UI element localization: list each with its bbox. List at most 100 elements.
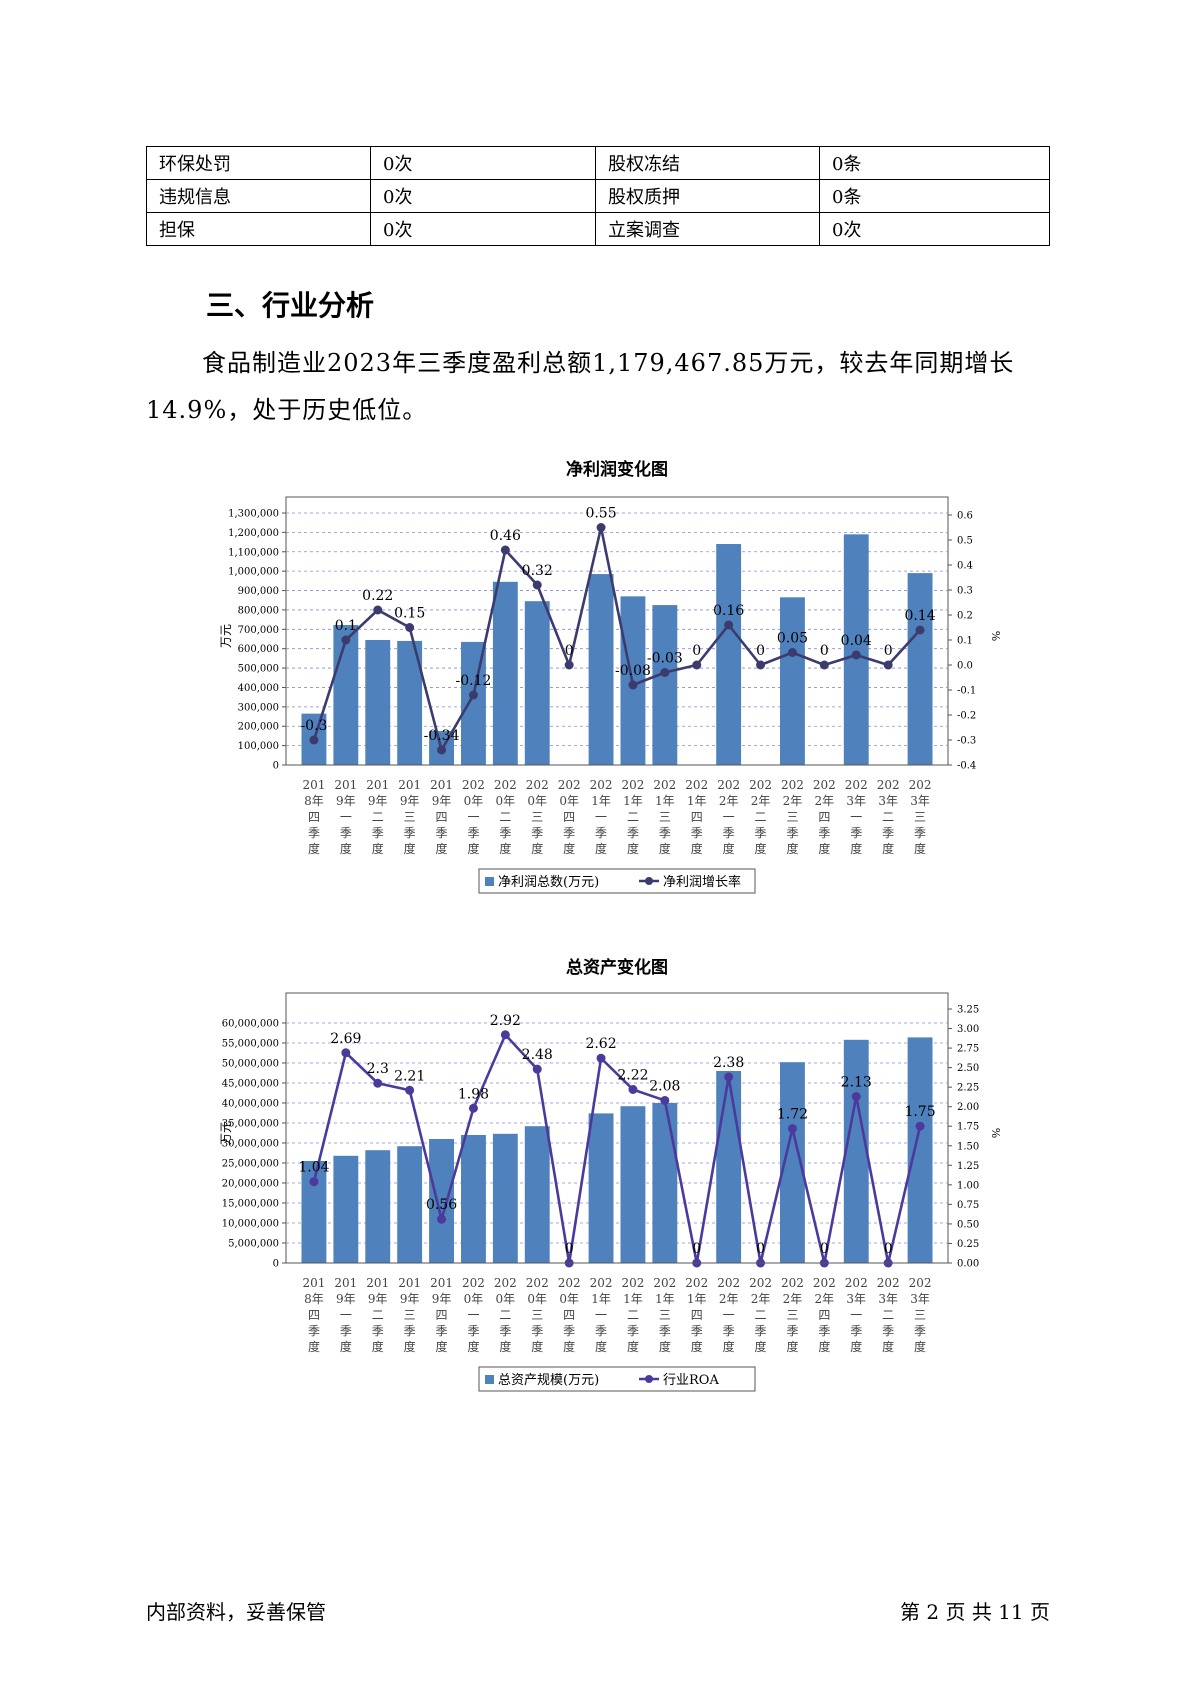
- x-tick-label: 202 2年三季度: [781, 1276, 804, 1354]
- bar: [652, 1103, 678, 1263]
- legend-line-label: 行业ROA: [663, 1373, 719, 1388]
- data-label: 0: [756, 1241, 765, 1257]
- x-tick-label: 202 2年一季度: [717, 1276, 740, 1354]
- data-label: 1.75: [904, 1104, 935, 1120]
- bar: [716, 1071, 742, 1263]
- y2-tick-label: 0.4: [957, 561, 973, 572]
- bar: [716, 544, 742, 765]
- y-tick-label: 40,000,000: [222, 1099, 279, 1110]
- bar: [588, 574, 614, 765]
- data-label: 0.22: [362, 588, 393, 604]
- bar: [588, 1113, 614, 1263]
- y2-tick-label: 1.75: [957, 1122, 979, 1133]
- data-label: 0.16: [713, 603, 744, 619]
- line-point: [564, 660, 574, 670]
- x-tick-label: 201 9年三季度: [398, 778, 421, 856]
- table-cell-label: 违规信息: [146, 179, 371, 213]
- bar: [492, 581, 518, 765]
- line-point: [660, 1095, 670, 1105]
- line-point: [819, 660, 829, 670]
- bar: [524, 601, 550, 765]
- legend: 净利润总数(万元) 净利润增长率: [478, 868, 756, 894]
- line-point: [596, 523, 606, 532]
- y-tick-label: 1,100,000: [228, 547, 279, 558]
- data-label: -0.12: [455, 673, 491, 689]
- x-tick-label: 201 9年一季度: [334, 1276, 357, 1354]
- y-tick-label: 800,000: [238, 605, 279, 616]
- line-point: [851, 1092, 861, 1102]
- data-label: 0: [820, 643, 829, 659]
- svg-text:2023年三季度: 202 3年三季度: [909, 778, 932, 856]
- y-axis-label: 万元: [219, 1121, 233, 1145]
- legend-bar-swatch: [485, 877, 494, 886]
- data-label: -0.03: [647, 651, 683, 667]
- line-point: [468, 1103, 478, 1113]
- series-line: [312, 1032, 922, 1264]
- bar: [843, 1039, 869, 1263]
- footer-page-number: 第 2 页 共 11 页: [900, 1600, 1050, 1624]
- x-tick-label: 202 1年四季度: [685, 1276, 708, 1354]
- bar: [461, 1135, 486, 1263]
- data-label: 0: [884, 643, 893, 659]
- x-tick-label: 202 3年一季度: [845, 778, 868, 856]
- data-label: 0: [692, 643, 701, 659]
- y2-tick-label: 2.50: [957, 1063, 979, 1074]
- x-tick-label: 202 0年四季度: [558, 778, 581, 856]
- x-tick-label: 201 9年一季度: [334, 778, 357, 856]
- data-label: 0.04: [841, 633, 872, 649]
- data-label: 2.3: [367, 1061, 389, 1077]
- bar: [652, 605, 678, 765]
- legend-line-marker: [645, 1375, 653, 1383]
- y2-tick-label: -0.2: [957, 711, 976, 722]
- line-point: [341, 1048, 351, 1058]
- x-tick-label: 202 2年三季度: [781, 778, 804, 856]
- line-point: [596, 1053, 606, 1063]
- y2-tick-label: 3.25: [957, 1005, 979, 1016]
- data-label: -0.34: [424, 728, 460, 744]
- bar: [780, 597, 805, 765]
- line-point: [468, 690, 478, 700]
- line-point: [309, 735, 319, 745]
- line-point: [787, 648, 797, 657]
- y2-tick-label: 1.00: [957, 1180, 979, 1191]
- bar: [907, 1037, 933, 1263]
- x-tick-label: 201 8年四季度: [302, 778, 325, 856]
- y-tick-label: 60,000,000: [222, 1019, 279, 1030]
- y2-tick-label: 0.0: [957, 661, 973, 672]
- y-tick-label: 500,000: [238, 664, 279, 675]
- y-tick-label: 1,300,000: [228, 509, 279, 520]
- y-tick-label: 0: [273, 1259, 279, 1270]
- line-point: [915, 625, 925, 635]
- x-tick-label: 202 0年二季度: [494, 778, 517, 856]
- line-point: [405, 1085, 415, 1095]
- table-cell-label: 担保: [146, 212, 371, 246]
- data-label: 0: [565, 643, 574, 659]
- x-tick-label: 201 9年四季度: [430, 778, 453, 856]
- y-tick-label: 400,000: [238, 683, 279, 694]
- data-label: 2.08: [649, 1078, 680, 1094]
- data-label: 1.72: [777, 1107, 808, 1123]
- table-cell-value: 0次: [370, 179, 596, 213]
- data-label: 0.55: [585, 506, 616, 522]
- x-tick-label: 201 9年三季度: [398, 1276, 421, 1354]
- x-tick-label: 201 9年二季度: [366, 778, 389, 856]
- y2-tick-label: 0.1: [957, 636, 973, 647]
- x-tick-label: 202 1年二季度: [621, 1276, 644, 1354]
- y-tick-label: 900,000: [238, 586, 279, 597]
- table-cell-value: 0次: [370, 212, 596, 246]
- line-point: [628, 1084, 638, 1094]
- x-tick-label: 202 2年四季度: [813, 778, 836, 856]
- x-tick-label: 202 1年三季度: [653, 778, 676, 856]
